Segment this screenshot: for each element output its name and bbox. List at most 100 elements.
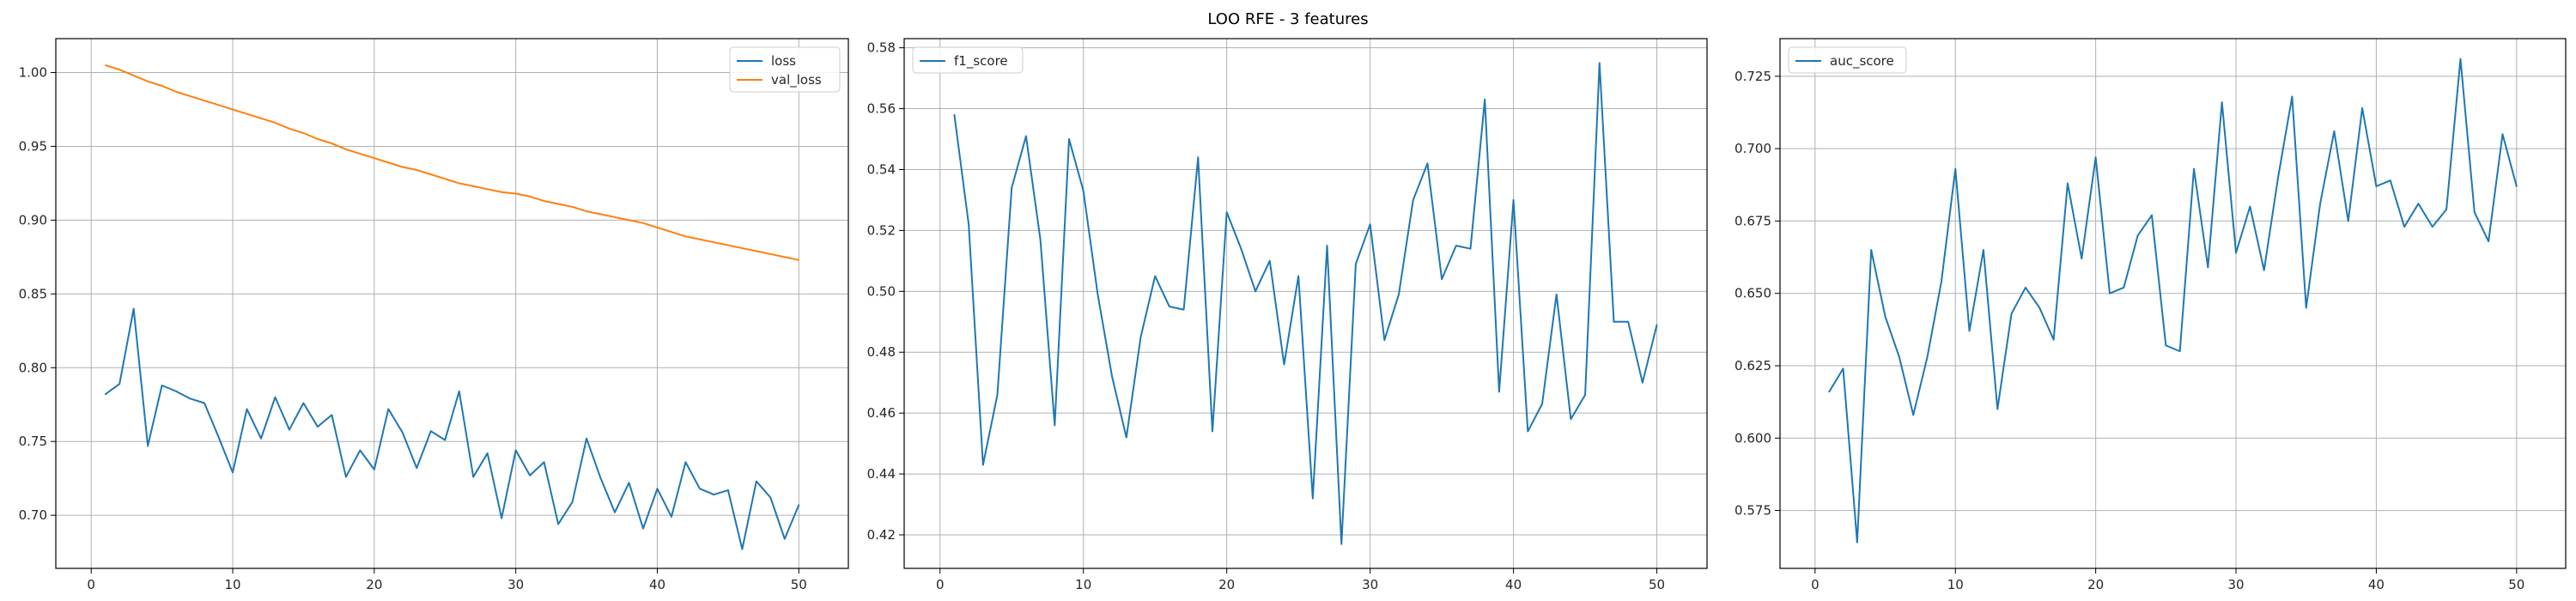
series-val_loss [104, 64, 800, 261]
data-point-f1_score [996, 394, 999, 396]
data-point-loss [727, 489, 729, 491]
data-point-val_loss [402, 166, 404, 168]
data-point-val_loss [104, 64, 106, 66]
data-point-loss [671, 516, 672, 518]
x-tick-label: 50 [2508, 577, 2524, 592]
data-point-f1_score [1627, 320, 1629, 323]
data-point-loss [543, 461, 545, 464]
data-point-auc_score [2081, 258, 2083, 260]
data-point-loss [317, 426, 319, 428]
data-point-val_loss [359, 153, 361, 155]
data-point-auc_score [2473, 211, 2476, 214]
data-point-f1_score [1068, 138, 1070, 140]
data-point-loss [416, 467, 418, 469]
data-point-auc_score [2516, 185, 2518, 187]
data-point-loss [345, 476, 347, 478]
data-point-val_loss [175, 91, 177, 93]
data-point-f1_score [1225, 211, 1228, 213]
legend-box [912, 46, 1024, 74]
legend-label: f1_score [954, 53, 1008, 70]
data-point-auc_score [2207, 266, 2209, 269]
data-point-loss [132, 307, 135, 310]
data-point-f1_score [1326, 245, 1328, 246]
x-tick-label: 10 [1075, 577, 1091, 592]
data-point-auc_score [2123, 287, 2125, 288]
data-point-val_loss [741, 247, 744, 249]
y-tick-label: 0.58 [867, 40, 896, 56]
data-point-f1_score [1613, 320, 1615, 323]
data-point-f1_score [1369, 223, 1371, 226]
data-point-val_loss [161, 85, 163, 87]
data-point-val_loss [769, 253, 772, 255]
data-point-auc_score [1996, 408, 1999, 410]
data-point-f1_score [1039, 239, 1042, 240]
data-point-f1_score [1025, 135, 1027, 137]
series-loss [104, 307, 800, 550]
series-line-f1_score [953, 62, 1658, 545]
data-point-auc_score [1983, 249, 1984, 251]
data-point-loss [374, 469, 375, 470]
data-point-f1_score [1197, 156, 1200, 159]
data-point-val_loss [189, 95, 191, 97]
data-point-val_loss [798, 258, 800, 261]
data-point-f1_score [1426, 162, 1429, 165]
data-point-val_loss [614, 216, 616, 218]
grid-lines [1780, 39, 2566, 568]
y-tick-label: 0.650 [1735, 286, 1771, 301]
data-point-val_loss [458, 182, 460, 185]
series-line-val_loss [105, 64, 799, 261]
data-point-auc_score [2193, 167, 2195, 170]
data-point-loss [586, 437, 587, 440]
data-point-val_loss [204, 100, 205, 101]
data-point-val_loss [501, 191, 502, 193]
data-point-auc_score [2165, 344, 2167, 347]
data-point-auc_score [1968, 330, 1971, 332]
data-point-f1_score [1355, 263, 1357, 265]
legend-label: loss [771, 53, 796, 69]
data-point-loss [302, 402, 305, 404]
x-tick-label: 10 [224, 577, 240, 592]
x-tick-label: 40 [1505, 577, 1522, 592]
data-point-loss [557, 523, 559, 525]
data-point-val_loss [274, 122, 276, 124]
data-point-val_loss [217, 104, 220, 106]
data-point-auc_score [2052, 338, 2055, 341]
data-point-val_loss [345, 149, 347, 150]
data-point-loss [274, 396, 276, 398]
data-point-auc_score [2221, 101, 2223, 103]
data-point-auc_score [2333, 131, 2336, 132]
data-point-val_loss [444, 178, 447, 180]
data-point-auc_score [2305, 307, 2307, 309]
data-point-auc_score [2010, 313, 2013, 315]
data-point-val_loss [571, 206, 574, 208]
data-point-val_loss [656, 227, 659, 228]
data-point-auc_score [2151, 214, 2153, 216]
subplot-1: 0 10 20 30 40 50 0.70 0.75 0.80 0.85 0.90 0.95 1.00 l… [19, 38, 849, 592]
data-point-auc_score [2431, 226, 2433, 228]
data-point-auc_score [1870, 249, 1873, 251]
data-point-val_loss [317, 138, 319, 140]
data-point-loss [217, 436, 220, 438]
data-point-auc_score [2291, 95, 2293, 98]
data-point-auc_score [1884, 315, 1886, 318]
y-tick-label: 0.48 [867, 344, 896, 360]
data-point-f1_score [1656, 324, 1658, 326]
data-point-val_loss [713, 241, 715, 243]
data-point-loss [784, 537, 786, 540]
data-point-val_loss [784, 256, 786, 258]
data-point-val_loss [543, 200, 545, 202]
data-point-loss [387, 408, 390, 410]
data-point-f1_score [1642, 381, 1643, 384]
subplot-3: 0 10 20 30 40 50 0.575 0.600 0.625 0.650 0.675 0.70… [1735, 38, 2567, 592]
data-point-f1_score [1082, 190, 1084, 192]
grid-lines [904, 39, 1707, 568]
data-point-auc_score [1856, 541, 1858, 543]
data-point-f1_score [1555, 294, 1558, 295]
data-point-loss [429, 430, 432, 432]
x-tick-label: 0 [1811, 577, 1820, 592]
data-point-loss [628, 482, 630, 484]
data-point-val_loss [331, 143, 333, 144]
data-point-auc_score [1899, 356, 1900, 358]
x-tick-label: 10 [1947, 577, 1964, 592]
